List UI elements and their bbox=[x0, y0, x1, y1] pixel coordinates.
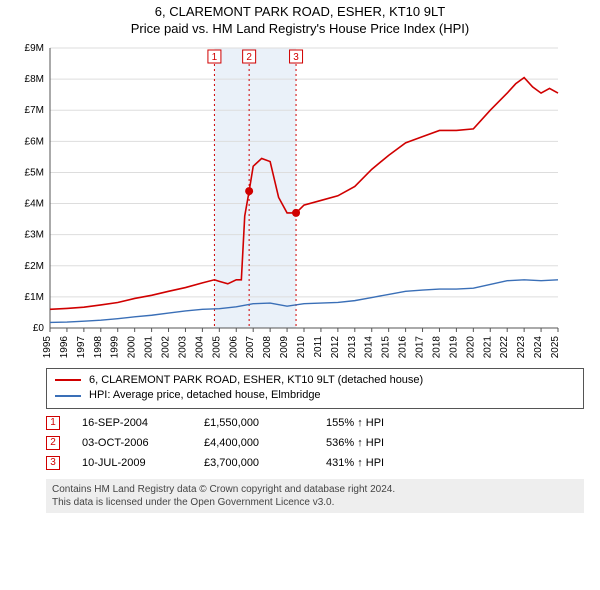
sale-marker-icon: 2 bbox=[46, 436, 60, 450]
svg-text:2015: 2015 bbox=[381, 335, 392, 358]
table-row: 2 03-OCT-2006 £4,400,000 536% ↑ HPI bbox=[46, 433, 584, 453]
svg-text:£1M: £1M bbox=[25, 292, 44, 303]
sale-date: 16-SEP-2004 bbox=[82, 417, 182, 429]
table-row: 3 10-JUL-2009 £3,700,000 431% ↑ HPI bbox=[46, 453, 584, 473]
svg-text:2010: 2010 bbox=[296, 335, 307, 358]
svg-text:£4M: £4M bbox=[25, 198, 44, 209]
svg-text:2002: 2002 bbox=[161, 335, 172, 358]
svg-text:2008: 2008 bbox=[262, 335, 273, 358]
svg-text:3: 3 bbox=[293, 52, 299, 63]
svg-text:£5M: £5M bbox=[25, 167, 44, 178]
legend-item: 6, CLAREMONT PARK ROAD, ESHER, KT10 9LT … bbox=[55, 373, 575, 388]
sale-pct: 155% ↑ HPI bbox=[326, 417, 426, 429]
svg-text:£7M: £7M bbox=[25, 105, 44, 116]
svg-text:1: 1 bbox=[212, 52, 218, 63]
svg-text:2006: 2006 bbox=[228, 335, 239, 358]
svg-text:2023: 2023 bbox=[516, 335, 527, 358]
svg-text:2000: 2000 bbox=[127, 335, 138, 358]
svg-text:1998: 1998 bbox=[93, 335, 104, 358]
price-chart: £0 £1M £2M £3M £4M £5M £6M £7M £8M £9M 1995 1996 199… bbox=[6, 44, 594, 364]
svg-text:£0: £0 bbox=[33, 323, 45, 334]
sale-price: £4,400,000 bbox=[204, 437, 304, 449]
svg-text:2025: 2025 bbox=[550, 335, 561, 358]
svg-text:2021: 2021 bbox=[482, 335, 493, 358]
svg-text:2001: 2001 bbox=[144, 335, 155, 358]
sale-price: £3,700,000 bbox=[204, 457, 304, 469]
legend: 6, CLAREMONT PARK ROAD, ESHER, KT10 9LT … bbox=[46, 368, 584, 409]
svg-text:2024: 2024 bbox=[533, 335, 544, 358]
chart-title-address: 6, CLAREMONT PARK ROAD, ESHER, KT10 9LT bbox=[6, 4, 594, 21]
sale-pct: 536% ↑ HPI bbox=[326, 437, 426, 449]
svg-text:2013: 2013 bbox=[347, 335, 358, 358]
footer-line: Contains HM Land Registry data © Crown c… bbox=[52, 483, 578, 496]
svg-text:2004: 2004 bbox=[194, 335, 205, 358]
svg-text:£3M: £3M bbox=[25, 229, 44, 240]
svg-text:2014: 2014 bbox=[364, 335, 375, 358]
legend-swatch bbox=[55, 379, 81, 381]
svg-text:£9M: £9M bbox=[25, 44, 44, 54]
sale-date: 03-OCT-2006 bbox=[82, 437, 182, 449]
chart-title-subtitle: Price paid vs. HM Land Registry's House … bbox=[6, 21, 594, 38]
sale-pct: 431% ↑ HPI bbox=[326, 457, 426, 469]
legend-swatch bbox=[55, 395, 81, 397]
svg-text:1997: 1997 bbox=[76, 335, 87, 358]
svg-text:2018: 2018 bbox=[431, 335, 442, 358]
sale-date: 10-JUL-2009 bbox=[82, 457, 182, 469]
attribution-footer: Contains HM Land Registry data © Crown c… bbox=[46, 479, 584, 513]
legend-item: HPI: Average price, detached house, Elmb… bbox=[55, 388, 575, 403]
svg-text:2017: 2017 bbox=[415, 335, 426, 358]
svg-text:2019: 2019 bbox=[448, 335, 459, 358]
sales-table: 1 16-SEP-2004 £1,550,000 155% ↑ HPI 2 03… bbox=[46, 413, 584, 473]
table-row: 1 16-SEP-2004 £1,550,000 155% ↑ HPI bbox=[46, 413, 584, 433]
svg-text:£2M: £2M bbox=[25, 261, 44, 272]
legend-label: HPI: Average price, detached house, Elmb… bbox=[89, 388, 321, 403]
svg-text:2022: 2022 bbox=[499, 335, 510, 358]
svg-text:2020: 2020 bbox=[465, 335, 476, 358]
svg-text:2011: 2011 bbox=[313, 335, 324, 357]
svg-text:2007: 2007 bbox=[245, 335, 256, 358]
sale-price: £1,550,000 bbox=[204, 417, 304, 429]
svg-text:2003: 2003 bbox=[177, 335, 188, 358]
svg-text:2012: 2012 bbox=[330, 335, 341, 358]
sale-marker-icon: 3 bbox=[46, 456, 60, 470]
svg-text:2005: 2005 bbox=[211, 335, 222, 358]
svg-text:£8M: £8M bbox=[25, 74, 44, 85]
svg-text:2009: 2009 bbox=[279, 335, 290, 358]
svg-text:2: 2 bbox=[246, 52, 252, 63]
svg-text:1996: 1996 bbox=[59, 335, 70, 358]
svg-text:1999: 1999 bbox=[110, 335, 121, 358]
svg-text:1995: 1995 bbox=[42, 335, 53, 358]
footer-line: This data is licensed under the Open Gov… bbox=[52, 496, 578, 509]
legend-label: 6, CLAREMONT PARK ROAD, ESHER, KT10 9LT … bbox=[89, 373, 423, 388]
sale-marker-icon: 1 bbox=[46, 416, 60, 430]
svg-text:2016: 2016 bbox=[398, 335, 409, 358]
svg-text:£6M: £6M bbox=[25, 136, 44, 147]
chart-svg: £0 £1M £2M £3M £4M £5M £6M £7M £8M £9M 1995 1996 199… bbox=[6, 44, 566, 364]
